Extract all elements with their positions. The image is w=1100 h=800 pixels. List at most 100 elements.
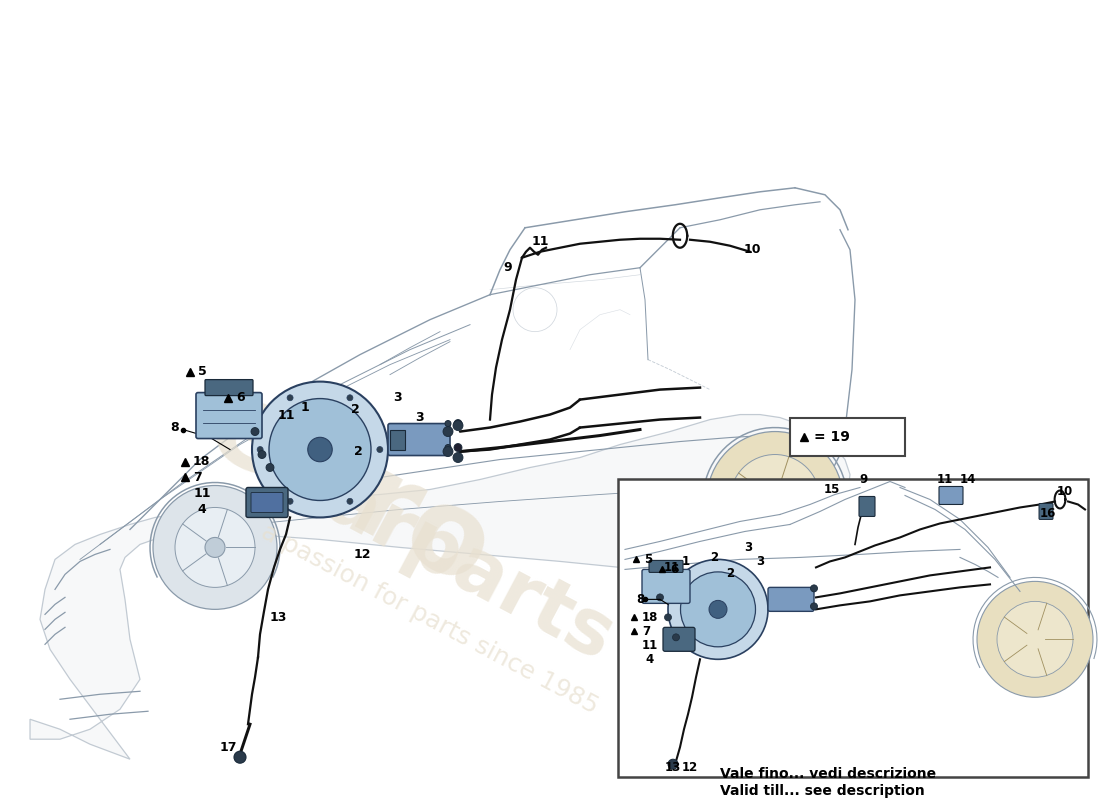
Text: 14: 14	[960, 473, 976, 486]
Circle shape	[377, 446, 383, 453]
FancyBboxPatch shape	[196, 393, 262, 438]
Circle shape	[234, 751, 246, 763]
Text: 7: 7	[192, 471, 201, 484]
Circle shape	[707, 431, 843, 567]
Circle shape	[672, 634, 680, 641]
Circle shape	[346, 394, 353, 401]
FancyBboxPatch shape	[251, 493, 283, 513]
Circle shape	[287, 498, 293, 504]
Text: Valid till... see description: Valid till... see description	[720, 784, 925, 798]
Text: 13: 13	[270, 611, 287, 624]
Text: 9: 9	[860, 473, 868, 486]
FancyBboxPatch shape	[859, 497, 874, 517]
Text: 18: 18	[192, 455, 210, 468]
FancyBboxPatch shape	[939, 486, 962, 505]
Text: 12: 12	[682, 761, 698, 774]
Text: 10: 10	[1057, 485, 1074, 498]
Circle shape	[443, 446, 453, 457]
FancyBboxPatch shape	[1040, 503, 1053, 519]
Circle shape	[205, 538, 225, 558]
FancyBboxPatch shape	[663, 627, 695, 651]
Text: 18: 18	[642, 611, 659, 624]
Text: euro: euro	[189, 367, 510, 611]
Text: 11: 11	[664, 561, 680, 574]
Circle shape	[443, 426, 453, 437]
Circle shape	[270, 398, 371, 501]
FancyBboxPatch shape	[768, 587, 814, 611]
Circle shape	[153, 486, 277, 610]
Circle shape	[308, 438, 332, 462]
Circle shape	[258, 450, 266, 458]
FancyBboxPatch shape	[246, 487, 288, 518]
Text: 11: 11	[531, 235, 549, 248]
Circle shape	[811, 585, 817, 592]
Text: 2: 2	[351, 403, 360, 416]
Text: 8: 8	[170, 421, 179, 434]
Circle shape	[287, 394, 293, 401]
Text: 4: 4	[646, 653, 654, 666]
Text: 17: 17	[219, 741, 236, 754]
Bar	[390, 430, 405, 450]
Polygon shape	[30, 414, 850, 759]
Text: 11: 11	[194, 487, 211, 500]
Text: 5: 5	[644, 553, 652, 566]
Circle shape	[454, 419, 462, 427]
Circle shape	[681, 572, 756, 647]
Text: = 19: = 19	[814, 430, 850, 443]
Text: 2: 2	[726, 567, 734, 580]
Text: 3: 3	[756, 555, 764, 568]
Text: 15: 15	[824, 483, 840, 496]
Circle shape	[664, 614, 671, 621]
Text: 9: 9	[504, 262, 513, 274]
Circle shape	[997, 602, 1072, 678]
Text: Vale fino... vedi descrizione: Vale fino... vedi descrizione	[720, 767, 936, 781]
FancyBboxPatch shape	[790, 418, 905, 455]
Circle shape	[710, 600, 727, 618]
Circle shape	[252, 382, 388, 518]
Circle shape	[453, 421, 463, 430]
Text: carparts: carparts	[274, 442, 626, 677]
Circle shape	[454, 443, 462, 451]
Circle shape	[257, 446, 263, 453]
Circle shape	[446, 421, 451, 426]
Bar	[618, 479, 1088, 777]
Text: 3: 3	[416, 411, 425, 424]
Circle shape	[764, 490, 785, 510]
Text: 7: 7	[642, 625, 650, 638]
Circle shape	[811, 603, 817, 610]
Text: 11: 11	[937, 473, 953, 486]
Circle shape	[977, 582, 1093, 698]
Text: 3: 3	[744, 541, 752, 554]
Circle shape	[657, 594, 663, 601]
Text: 1: 1	[300, 401, 309, 414]
FancyBboxPatch shape	[642, 570, 690, 603]
Text: 13: 13	[664, 761, 681, 774]
Text: 4: 4	[198, 503, 207, 516]
Circle shape	[446, 445, 451, 450]
Text: 11: 11	[642, 639, 658, 652]
Text: 3: 3	[394, 391, 403, 404]
Text: 5: 5	[198, 365, 207, 378]
Bar	[175, 549, 218, 577]
Text: 11: 11	[277, 409, 295, 422]
Text: 10: 10	[744, 243, 761, 256]
Text: 1: 1	[682, 555, 690, 568]
FancyBboxPatch shape	[649, 561, 683, 572]
FancyBboxPatch shape	[205, 380, 253, 395]
Circle shape	[266, 463, 274, 471]
Circle shape	[251, 427, 258, 435]
Text: 2: 2	[353, 445, 362, 458]
Text: 6: 6	[236, 391, 244, 404]
Text: a passion for parts since 1985: a passion for parts since 1985	[257, 520, 603, 718]
Text: 2: 2	[710, 551, 718, 564]
Circle shape	[453, 453, 463, 462]
Text: 16: 16	[1040, 507, 1056, 520]
Circle shape	[175, 507, 255, 587]
Circle shape	[668, 759, 678, 769]
Text: 8: 8	[636, 593, 645, 606]
Circle shape	[346, 498, 353, 504]
Text: 6: 6	[670, 563, 679, 576]
FancyBboxPatch shape	[388, 423, 450, 455]
Circle shape	[668, 559, 768, 659]
Circle shape	[730, 454, 820, 545]
